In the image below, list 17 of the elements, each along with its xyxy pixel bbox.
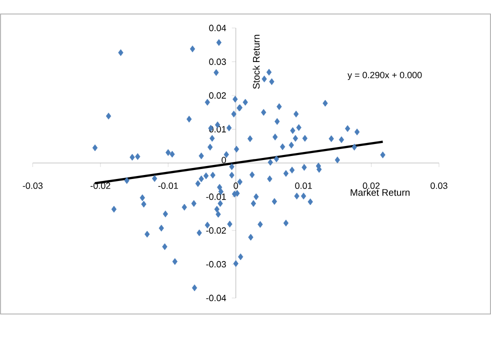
y-axis-title: Stock Return [252, 34, 260, 89]
y-tick-label: 0.04 [209, 24, 226, 32]
x-tick-label: 0.01 [295, 182, 312, 189]
x-tick-label: -0.01 [158, 182, 178, 189]
y-tick-label: -0.03 [206, 261, 226, 268]
y-tick-label: 0 [222, 156, 226, 164]
x-tick-label: 0.03 [430, 182, 448, 189]
y-tick-label: -0.04 [206, 294, 226, 302]
y-tick-label: -0.02 [206, 227, 226, 234]
y-tick-label: 0.02 [209, 92, 226, 99]
y-tick-label: 0.03 [209, 58, 226, 65]
x-axis-title: Market Return [350, 188, 410, 196]
y-tick-label: -0.01 [206, 194, 226, 200]
x-tick-label: -0.03 [22, 182, 43, 189]
annotation: y = 0.290x + 0.000 [348, 72, 422, 80]
x-tick-label: 0 [234, 182, 238, 189]
x-tick-label: 0.02 [362, 182, 380, 189]
